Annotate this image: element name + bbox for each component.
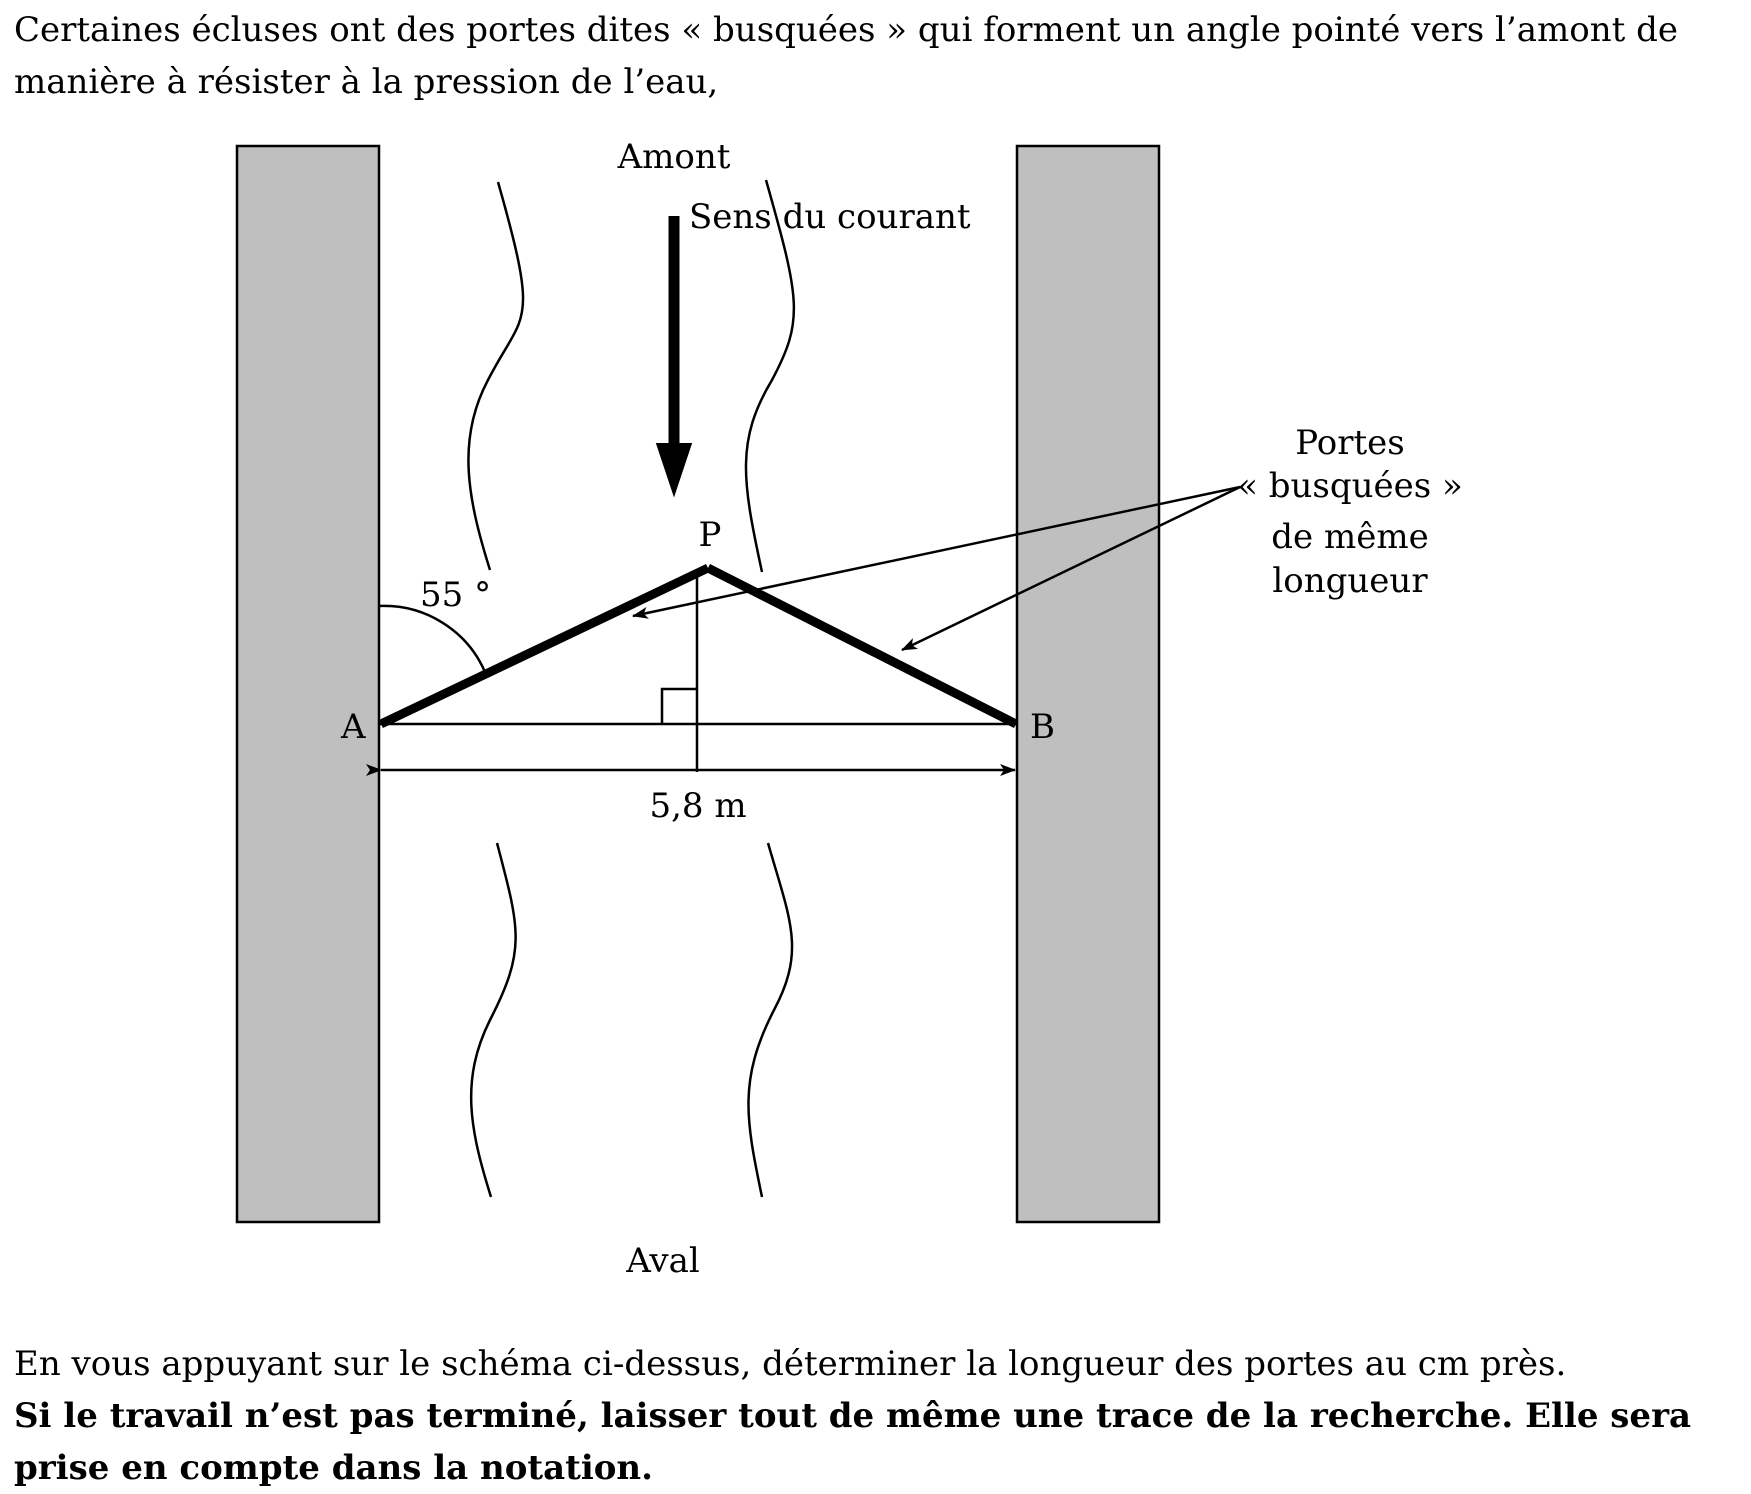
angle-arc	[378, 604, 487, 673]
label-gates-line1: Portes	[1295, 423, 1404, 463]
water-wave-lower-right	[747, 842, 794, 1198]
label-downstream: Aval	[625, 1241, 700, 1281]
intro-text: Certaines écluses ont des portes dites «…	[14, 10, 1678, 102]
left-wall	[235, 144, 381, 1224]
label-point-a: A	[340, 707, 366, 747]
label-current: Sens du courant	[689, 197, 971, 237]
water-wave-upper-right	[744, 179, 796, 573]
gate-ap	[379, 563, 710, 729]
gate-pointer-1	[632, 485, 1241, 619]
water-wave-lower-left	[469, 842, 517, 1198]
question-text: En vous appuyant sur le schéma ci-dessus…	[14, 1344, 1567, 1384]
grading-note: Si le travail n’est pas terminé, laisser…	[14, 1396, 1692, 1488]
right-angle-mark	[660, 687, 697, 724]
gate-pb	[705, 563, 1019, 729]
label-point-b: B	[1030, 707, 1055, 747]
label-angle: 55 °	[420, 575, 491, 615]
right-wall	[1015, 144, 1161, 1224]
label-point-p: P	[699, 515, 722, 555]
label-width: 5,8 m	[649, 786, 746, 826]
label-upstream: Amont	[617, 137, 731, 177]
label-gates-line2: « busquées »	[1237, 466, 1463, 506]
label-gates-line3: de même	[1271, 517, 1428, 557]
gate-pointer-2	[901, 485, 1241, 652]
label-gates-line4: longueur	[1272, 561, 1428, 601]
water-wave-upper-left	[467, 181, 525, 571]
current-arrow-head	[655, 443, 693, 498]
